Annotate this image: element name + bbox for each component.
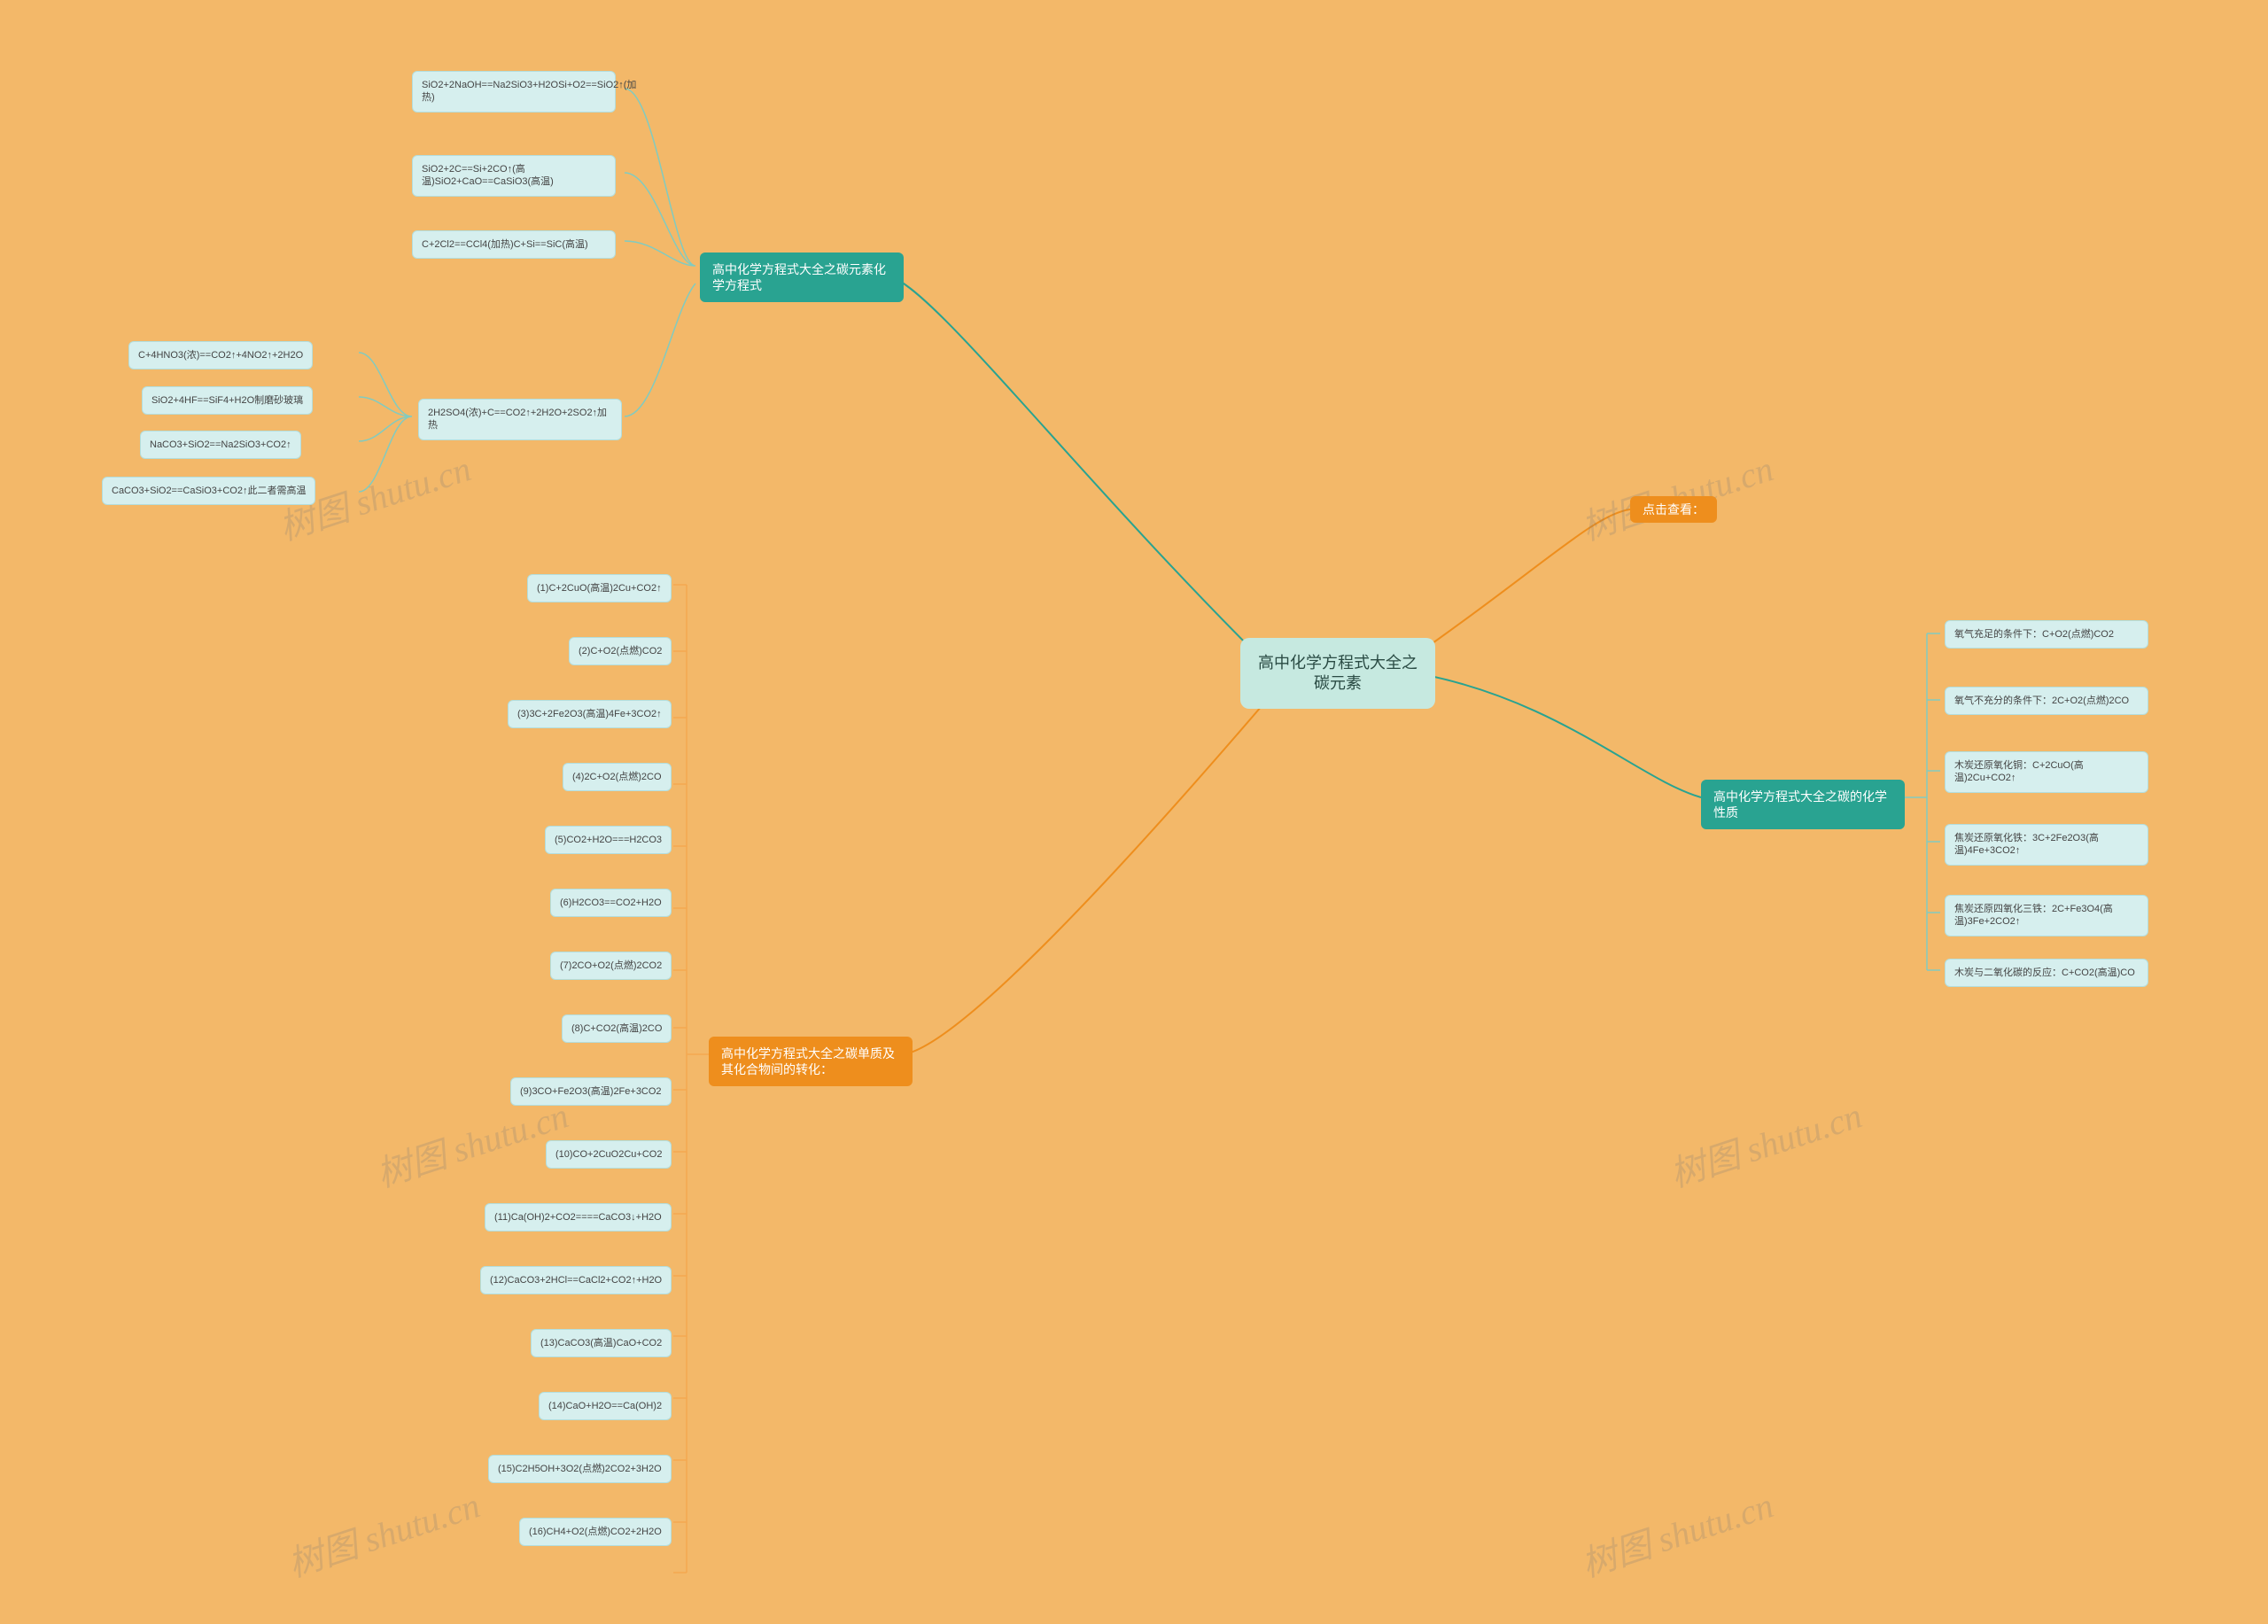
leaf-text: (15)C2H5OH+3O2(点燃)2CO2+3H2O	[498, 1463, 662, 1475]
leaf-bottomleft-3[interactable]: (4)2C+O2(点燃)2CO	[563, 763, 672, 791]
leaf-text: 2H2SO4(浓)+C==CO2↑+2H2O+2SO2↑加热	[428, 407, 612, 432]
leaf-bottomleft-15[interactable]: (16)CH4+O2(点燃)CO2+2H2O	[519, 1518, 672, 1546]
leaf-text: 焦炭还原氧化铁：3C+2Fe2O3(高温)4Fe+3CO2↑	[1954, 832, 2139, 858]
leaf-text: (11)Ca(OH)2+CO2====CaCO3↓+H2O	[494, 1211, 662, 1224]
leaf-text: SiO2+2NaOH==Na2SiO3+H2OSi+O2==SiO2↑(加热)	[422, 79, 636, 105]
leaf-text: 木炭与二氧化碳的反应：C+CO2(高温)CO	[1954, 967, 2135, 979]
leaf-bottomleft-10[interactable]: (11)Ca(OH)2+CO2====CaCO3↓+H2O	[485, 1203, 672, 1232]
leaf-topleft-g1-1[interactable]: SiO2+2C==Si+2CO↑(高温)SiO2+CaO==CaSiO3(高温)	[412, 155, 616, 197]
leaf-bottomleft-4[interactable]: (5)CO2+H2O===H2CO3	[545, 826, 672, 854]
leaf-right-0[interactable]: 氧气充足的条件下：C+O2(点燃)CO2	[1945, 620, 2148, 649]
connector-layer	[0, 0, 2268, 1624]
pill-label: 点击查看：	[1643, 501, 1705, 517]
leaf-text: (4)2C+O2(点燃)2CO	[572, 771, 662, 783]
leaf-bottomleft-1[interactable]: (2)C+O2(点燃)CO2	[569, 637, 672, 665]
watermark-text: 树图 shutu.cn	[281, 1477, 485, 1588]
branch-label: 高中化学方程式大全之碳单质及其化合物间的转化：	[721, 1045, 900, 1077]
leaf-text: (14)CaO+H2O==Ca(OH)2	[548, 1400, 662, 1412]
leaf-text: 氧气充足的条件下：C+O2(点燃)CO2	[1954, 628, 2114, 641]
leaf-bottomleft-8[interactable]: (9)3CO+Fe2O3(高温)2Fe+3CO2	[510, 1077, 672, 1106]
leaf-text: SiO2+4HF==SiF4+H2O制磨砂玻璃	[151, 394, 303, 407]
leaf-bottomleft-6[interactable]: (7)2CO+O2(点燃)2CO2	[550, 952, 672, 980]
leaf-right-5[interactable]: 木炭与二氧化碳的反应：C+CO2(高温)CO	[1945, 959, 2148, 987]
leaf-text: C+2Cl2==CCl4(加热)C+Si==SiC(高温)	[422, 238, 588, 251]
leaf-text: (5)CO2+H2O===H2CO3	[555, 834, 662, 846]
group2-parent-leaf[interactable]: 2H2SO4(浓)+C==CO2↑+2H2O+2SO2↑加热	[418, 399, 622, 440]
leaf-bottomleft-11[interactable]: (12)CaCO3+2HCl==CaCl2+CO2↑+H2O	[480, 1266, 672, 1294]
leaf-bottomleft-0[interactable]: (1)C+2CuO(高温)2Cu+CO2↑	[527, 574, 672, 602]
leaf-topleft-g2-1[interactable]: SiO2+4HF==SiF4+H2O制磨砂玻璃	[142, 386, 313, 415]
leaf-text: CaCO3+SiO2==CaSiO3+CO2↑此二者需高温	[112, 485, 306, 497]
leaf-bottomleft-2[interactable]: (3)3C+2Fe2O3(高温)4Fe+3CO2↑	[508, 700, 672, 728]
watermark-text: 树图 shutu.cn	[1574, 440, 1779, 551]
leaf-text: 木炭还原氧化铜：C+2CuO(高温)2Cu+CO2↑	[1954, 759, 2139, 785]
leaf-topleft-g2-2[interactable]: NaCO3+SiO2==Na2SiO3+CO2↑	[140, 431, 301, 459]
leaf-text: 焦炭还原四氧化三铁：2C+Fe3O4(高温)3Fe+2CO2↑	[1954, 903, 2139, 929]
leaf-right-1[interactable]: 氧气不充分的条件下：2C+O2(点燃)2CO	[1945, 687, 2148, 715]
watermark-text: 树图 shutu.cn	[1574, 1477, 1779, 1588]
leaf-topleft-g1-2[interactable]: C+2Cl2==CCl4(加热)C+Si==SiC(高温)	[412, 230, 616, 259]
branch-carbon-equations[interactable]: 高中化学方程式大全之碳元素化学方程式	[700, 253, 904, 302]
leaf-text: C+4HNO3(浓)==CO2↑+4NO2↑+2H2O	[138, 349, 303, 361]
leaf-text: (7)2CO+O2(点燃)2CO2	[560, 960, 662, 972]
leaf-topleft-g1-0[interactable]: SiO2+2NaOH==Na2SiO3+H2OSi+O2==SiO2↑(加热)	[412, 71, 616, 113]
leaf-topleft-g2-0[interactable]: C+4HNO3(浓)==CO2↑+4NO2↑+2H2O	[128, 341, 313, 369]
leaf-text: (8)C+CO2(高温)2CO	[571, 1022, 662, 1035]
leaf-text: (2)C+O2(点燃)CO2	[579, 645, 662, 657]
leaf-text: (16)CH4+O2(点燃)CO2+2H2O	[529, 1526, 662, 1538]
leaf-text: (12)CaCO3+2HCl==CaCl2+CO2↑+H2O	[490, 1274, 662, 1286]
leaf-bottomleft-5[interactable]: (6)H2CO3==CO2+H2O	[550, 889, 672, 917]
pill-click-view[interactable]: 点击查看：	[1630, 496, 1717, 523]
root-node[interactable]: 高中化学方程式大全之碳元素	[1240, 638, 1435, 709]
watermark-text: 树图 shutu.cn	[1663, 1087, 1868, 1198]
leaf-text: (1)C+2CuO(高温)2Cu+CO2↑	[537, 582, 662, 594]
leaf-text: (3)3C+2Fe2O3(高温)4Fe+3CO2↑	[517, 708, 662, 720]
leaf-bottomleft-14[interactable]: (15)C2H5OH+3O2(点燃)2CO2+3H2O	[488, 1455, 672, 1483]
branch-carbon-properties[interactable]: 高中化学方程式大全之碳的化学性质	[1701, 780, 1905, 829]
root-label: 高中化学方程式大全之碳元素	[1256, 653, 1419, 695]
leaf-bottomleft-9[interactable]: (10)CO+2CuO2Cu+CO2	[546, 1140, 672, 1169]
leaf-text: NaCO3+SiO2==Na2SiO3+CO2↑	[150, 439, 291, 451]
leaf-text: SiO2+2C==Si+2CO↑(高温)SiO2+CaO==CaSiO3(高温)	[422, 163, 606, 189]
branch-carbon-transformations[interactable]: 高中化学方程式大全之碳单质及其化合物间的转化：	[709, 1037, 913, 1086]
leaf-right-3[interactable]: 焦炭还原氧化铁：3C+2Fe2O3(高温)4Fe+3CO2↑	[1945, 824, 2148, 866]
leaf-right-4[interactable]: 焦炭还原四氧化三铁：2C+Fe3O4(高温)3Fe+2CO2↑	[1945, 895, 2148, 936]
leaf-right-2[interactable]: 木炭还原氧化铜：C+2CuO(高温)2Cu+CO2↑	[1945, 751, 2148, 793]
leaf-bottomleft-12[interactable]: (13)CaCO3(高温)CaO+CO2	[531, 1329, 672, 1357]
leaf-bottomleft-13[interactable]: (14)CaO+H2O==Ca(OH)2	[539, 1392, 672, 1420]
leaf-text: (9)3CO+Fe2O3(高温)2Fe+3CO2	[520, 1085, 662, 1098]
leaf-text: (13)CaCO3(高温)CaO+CO2	[540, 1337, 662, 1349]
leaf-bottomleft-7[interactable]: (8)C+CO2(高温)2CO	[562, 1014, 672, 1043]
leaf-topleft-g2-3[interactable]: CaCO3+SiO2==CaSiO3+CO2↑此二者需高温	[102, 477, 315, 505]
branch-label: 高中化学方程式大全之碳元素化学方程式	[712, 261, 891, 293]
leaf-text: (6)H2CO3==CO2+H2O	[560, 897, 662, 909]
branch-label: 高中化学方程式大全之碳的化学性质	[1713, 789, 1892, 820]
leaf-text: (10)CO+2CuO2Cu+CO2	[555, 1148, 662, 1161]
leaf-text: 氧气不充分的条件下：2C+O2(点燃)2CO	[1954, 695, 2129, 707]
